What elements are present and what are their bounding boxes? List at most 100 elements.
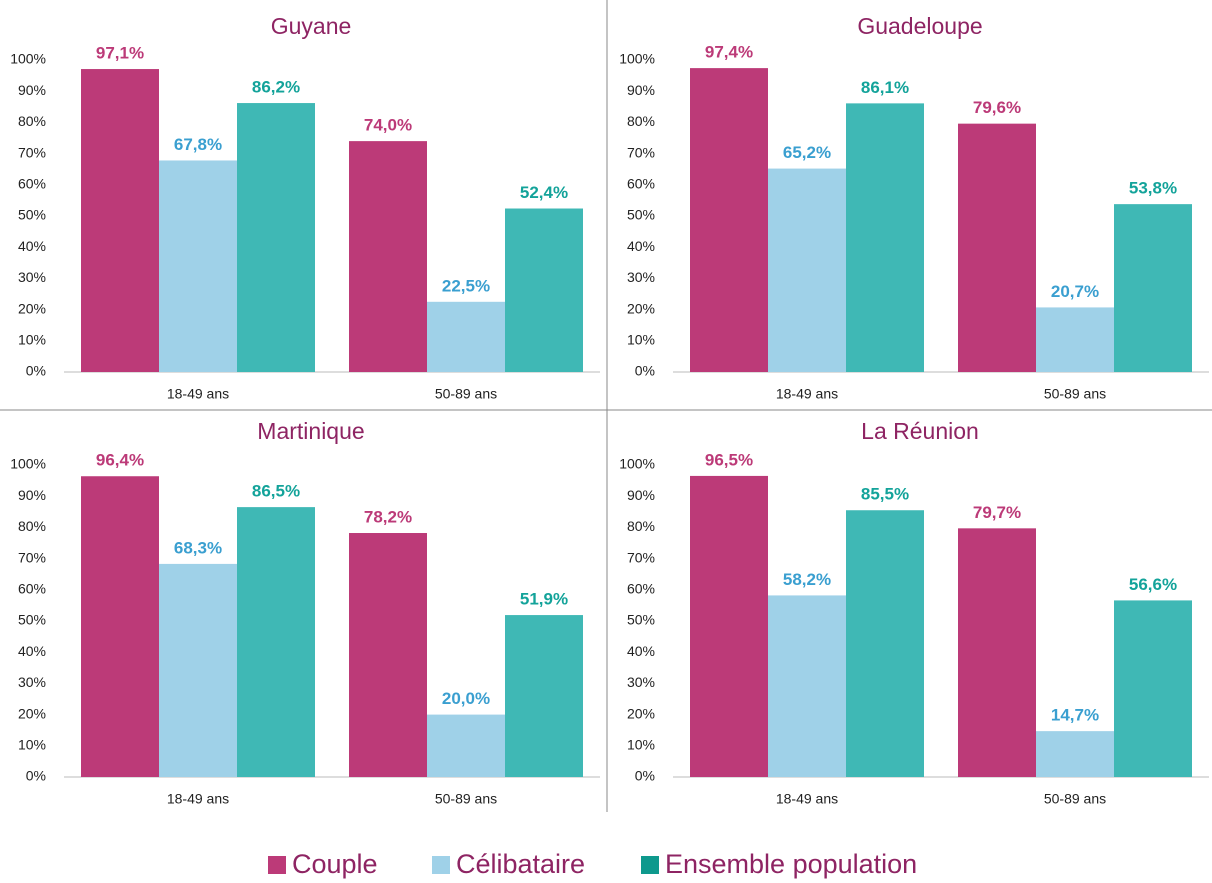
y-tick-label: 30% [627,269,655,285]
y-tick-label: 70% [627,144,655,160]
y-tick-label: 60% [627,581,655,597]
y-tick-label: 80% [18,518,46,534]
bar [1114,600,1192,777]
data-label: 68,3% [174,538,222,557]
y-tick-label: 0% [635,768,655,784]
bar [427,714,505,777]
bar [958,123,1036,372]
x-tick-label: 50-89 ans [435,791,497,807]
bar [349,141,427,372]
y-tick-label: 20% [18,300,46,316]
bar [81,476,159,777]
y-tick-label: 80% [627,518,655,534]
bar [846,510,924,777]
bar [768,168,846,372]
data-label: 74,0% [364,116,412,135]
bar [690,68,768,372]
y-tick-label: 20% [627,300,655,316]
x-tick-label: 18-49 ans [167,791,229,807]
y-tick-label: 80% [627,113,655,129]
y-tick-label: 60% [627,176,655,192]
y-tick-label: 60% [18,581,46,597]
data-label: 86,5% [252,482,300,501]
bar [690,475,768,777]
legend-label: Ensemble population [665,849,917,879]
y-tick-label: 90% [18,82,46,98]
data-label: 52,4% [520,183,568,202]
y-tick-label: 100% [10,456,46,472]
y-tick-label: 60% [18,176,46,192]
y-tick-label: 70% [18,144,46,160]
bar [505,208,583,372]
chart-title: Guadeloupe [857,13,982,39]
data-label: 96,4% [96,451,144,470]
bar [237,103,315,372]
bar [1036,307,1114,372]
y-tick-label: 30% [627,674,655,690]
chart-title: Martinique [257,418,364,444]
y-tick-label: 0% [26,768,46,784]
data-label: 67,8% [174,135,222,154]
chart-title: Guyane [271,13,352,39]
x-tick-label: 50-89 ans [1044,791,1106,807]
y-tick-label: 100% [10,51,46,67]
data-label: 51,9% [520,590,568,609]
bar [958,528,1036,777]
data-label: 85,5% [861,485,909,504]
y-tick-label: 90% [627,487,655,503]
bar [1036,731,1114,777]
x-tick-label: 18-49 ans [776,791,838,807]
data-label: 79,6% [973,98,1021,117]
legend-label: Célibataire [456,849,585,879]
bar [237,507,315,777]
y-tick-label: 100% [619,456,655,472]
y-tick-label: 30% [18,269,46,285]
y-tick-label: 0% [26,363,46,379]
y-tick-label: 20% [18,705,46,721]
y-tick-label: 40% [627,643,655,659]
data-label: 14,7% [1051,706,1099,725]
y-tick-label: 50% [627,207,655,223]
y-tick-label: 40% [18,643,46,659]
y-tick-label: 90% [18,487,46,503]
y-tick-label: 20% [627,705,655,721]
bar [349,533,427,777]
bar [81,69,159,372]
data-label: 97,4% [705,43,753,62]
x-tick-label: 18-49 ans [776,386,838,402]
data-label: 97,1% [96,44,144,63]
data-label: 53,8% [1129,179,1177,198]
y-tick-label: 90% [627,82,655,98]
x-tick-label: 18-49 ans [167,386,229,402]
y-tick-label: 50% [18,207,46,223]
data-label: 22,5% [442,276,490,295]
legend-label: Couple [292,849,378,879]
y-tick-label: 50% [18,612,46,628]
x-tick-label: 50-89 ans [1044,386,1106,402]
y-tick-label: 30% [18,674,46,690]
data-label: 78,2% [364,508,412,527]
data-label: 56,6% [1129,575,1177,594]
data-label: 86,2% [252,78,300,97]
y-tick-label: 10% [627,737,655,753]
data-label: 58,2% [783,570,831,589]
y-tick-label: 50% [627,612,655,628]
bar [768,595,846,777]
y-tick-label: 10% [627,332,655,348]
y-tick-label: 70% [18,549,46,565]
y-tick-label: 100% [619,51,655,67]
chart-title: La Réunion [861,418,979,444]
legend-swatch [432,856,450,874]
y-tick-label: 40% [627,238,655,254]
data-label: 86,1% [861,78,909,97]
legend-swatch [268,856,286,874]
data-label: 65,2% [783,143,831,162]
x-tick-label: 50-89 ans [435,386,497,402]
y-tick-label: 70% [627,549,655,565]
bar [159,160,237,372]
bar [505,615,583,777]
data-label: 20,0% [442,689,490,708]
data-label: 96,5% [705,450,753,469]
y-tick-label: 10% [18,332,46,348]
